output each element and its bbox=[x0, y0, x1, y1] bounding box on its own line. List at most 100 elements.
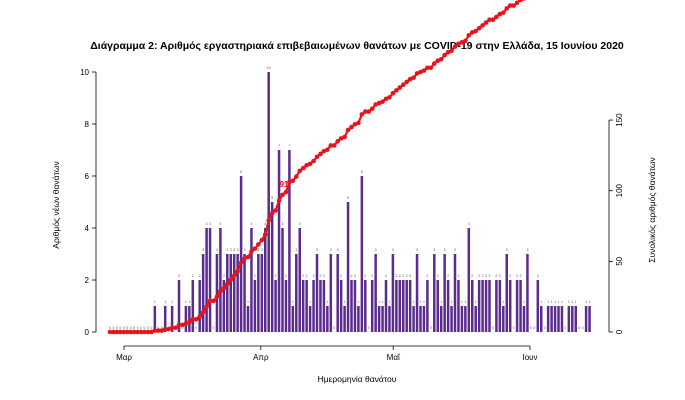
bar-value-label: 2 bbox=[371, 274, 373, 278]
bar bbox=[419, 306, 422, 332]
bar bbox=[250, 228, 253, 332]
bar bbox=[519, 280, 522, 332]
bar-value-label: 0 bbox=[333, 326, 335, 330]
bar bbox=[236, 254, 239, 332]
bar bbox=[436, 280, 439, 332]
cumulative-point bbox=[463, 38, 468, 44]
bar-value-label: 0 bbox=[492, 326, 494, 330]
bar-value-label: 3 bbox=[237, 248, 239, 252]
cumulative-point bbox=[438, 56, 444, 62]
bar bbox=[536, 280, 540, 332]
bar-value-label: 3 bbox=[316, 248, 318, 252]
bar bbox=[484, 280, 488, 332]
bar-value-label: 5 bbox=[271, 196, 273, 200]
y-axis-right-tick-label: 150 bbox=[615, 113, 624, 127]
bar-value-label: 3 bbox=[416, 248, 418, 252]
cumulative-point bbox=[476, 25, 482, 31]
bar bbox=[215, 254, 219, 332]
bar-value-label: 3 bbox=[337, 248, 339, 252]
bar-value-label: 0 bbox=[368, 326, 370, 330]
cumulative-point bbox=[435, 58, 441, 63]
cumulative-point bbox=[273, 208, 278, 213]
cumulative-point bbox=[111, 329, 116, 335]
bar-value-label: 1 bbox=[540, 300, 542, 304]
bar-value-label: 0 bbox=[157, 326, 159, 330]
cumulative-point bbox=[269, 211, 275, 216]
bar-value-label: 2 bbox=[520, 274, 522, 278]
y-axis-right-tick-label: 50 bbox=[615, 256, 624, 265]
bar-value-label: 3 bbox=[506, 248, 508, 252]
bar-value-label: 4 bbox=[250, 222, 252, 226]
bar bbox=[322, 280, 326, 332]
bar-value-label: 0 bbox=[133, 326, 135, 330]
bar-value-label: 5 bbox=[347, 196, 349, 200]
bar-value-label: 0 bbox=[140, 326, 142, 330]
bar-value-label: 2 bbox=[457, 274, 459, 278]
chart-title: Διάγραμμα 2: Αριθμός εργαστηριακά επιβεβ… bbox=[90, 40, 624, 52]
bar-value-label: 2 bbox=[395, 274, 397, 278]
bar-value-label: 1 bbox=[571, 300, 573, 304]
x-axis-title: Ημερομηνία θανάτου bbox=[318, 374, 397, 384]
cumulative-point bbox=[118, 329, 123, 335]
cumulative-point bbox=[183, 321, 189, 326]
bar bbox=[560, 306, 564, 332]
cumulative-point bbox=[259, 237, 265, 243]
cumulative-point bbox=[242, 256, 247, 261]
cumulative-point bbox=[256, 242, 261, 247]
cumulative-point bbox=[311, 158, 316, 164]
bar-value-label: 4 bbox=[468, 222, 470, 226]
bar bbox=[184, 306, 188, 332]
bar bbox=[198, 280, 201, 332]
cumulative-point bbox=[214, 294, 220, 299]
bar bbox=[374, 254, 377, 332]
cumulative-point bbox=[211, 298, 216, 304]
cumulative-point bbox=[325, 147, 330, 153]
bar-value-label: 0 bbox=[195, 326, 197, 330]
bar-value-label: 1 bbox=[382, 300, 384, 304]
cumulative-point bbox=[149, 329, 154, 335]
bar bbox=[450, 306, 453, 332]
bar-value-label: 0 bbox=[578, 326, 580, 330]
cumulative-point bbox=[522, 0, 526, 1]
cumulative-point bbox=[400, 82, 406, 88]
cumulative-point bbox=[300, 165, 306, 171]
bar-value-label: 3 bbox=[526, 248, 528, 252]
bar bbox=[188, 306, 191, 332]
bar bbox=[170, 306, 174, 332]
bar bbox=[540, 306, 543, 332]
cumulative-point bbox=[421, 68, 427, 73]
cumulative-point bbox=[328, 143, 334, 148]
x-axis-tick-label: Απρ bbox=[253, 353, 269, 362]
bar-value-label: 0 bbox=[533, 326, 535, 330]
bar bbox=[298, 228, 301, 332]
cumulative-point bbox=[345, 127, 351, 133]
cumulative-point bbox=[225, 281, 230, 287]
cumulative-point bbox=[159, 328, 165, 333]
bar bbox=[308, 306, 312, 332]
cumulative-point bbox=[180, 322, 185, 328]
bar bbox=[360, 176, 364, 332]
cumulative-point bbox=[197, 314, 202, 319]
cumulative-point bbox=[466, 32, 472, 38]
cumulative-point bbox=[307, 161, 313, 167]
bar bbox=[364, 280, 367, 332]
cumulative-point bbox=[204, 304, 209, 309]
bar-value-label: 1 bbox=[247, 300, 249, 304]
cumulative-point bbox=[221, 285, 227, 291]
bar-value-label: 3 bbox=[454, 248, 456, 252]
cumulative-point bbox=[452, 44, 458, 49]
bar-value-label: 1 bbox=[523, 300, 525, 304]
bar bbox=[257, 254, 260, 332]
cumulative-point bbox=[331, 143, 337, 148]
bar-value-label: 0 bbox=[112, 326, 114, 330]
cumulative-point bbox=[283, 189, 289, 195]
y-axis-left-tick-label: 0 bbox=[85, 328, 90, 337]
cumulative-point bbox=[252, 246, 258, 251]
cumulative-point bbox=[228, 277, 234, 283]
bar-value-label: 2 bbox=[254, 274, 256, 278]
bar bbox=[439, 306, 443, 332]
bar bbox=[460, 306, 464, 332]
bar bbox=[381, 306, 384, 332]
bar-value-label: 1 bbox=[475, 300, 477, 304]
bar-value-label: 2 bbox=[306, 274, 308, 278]
